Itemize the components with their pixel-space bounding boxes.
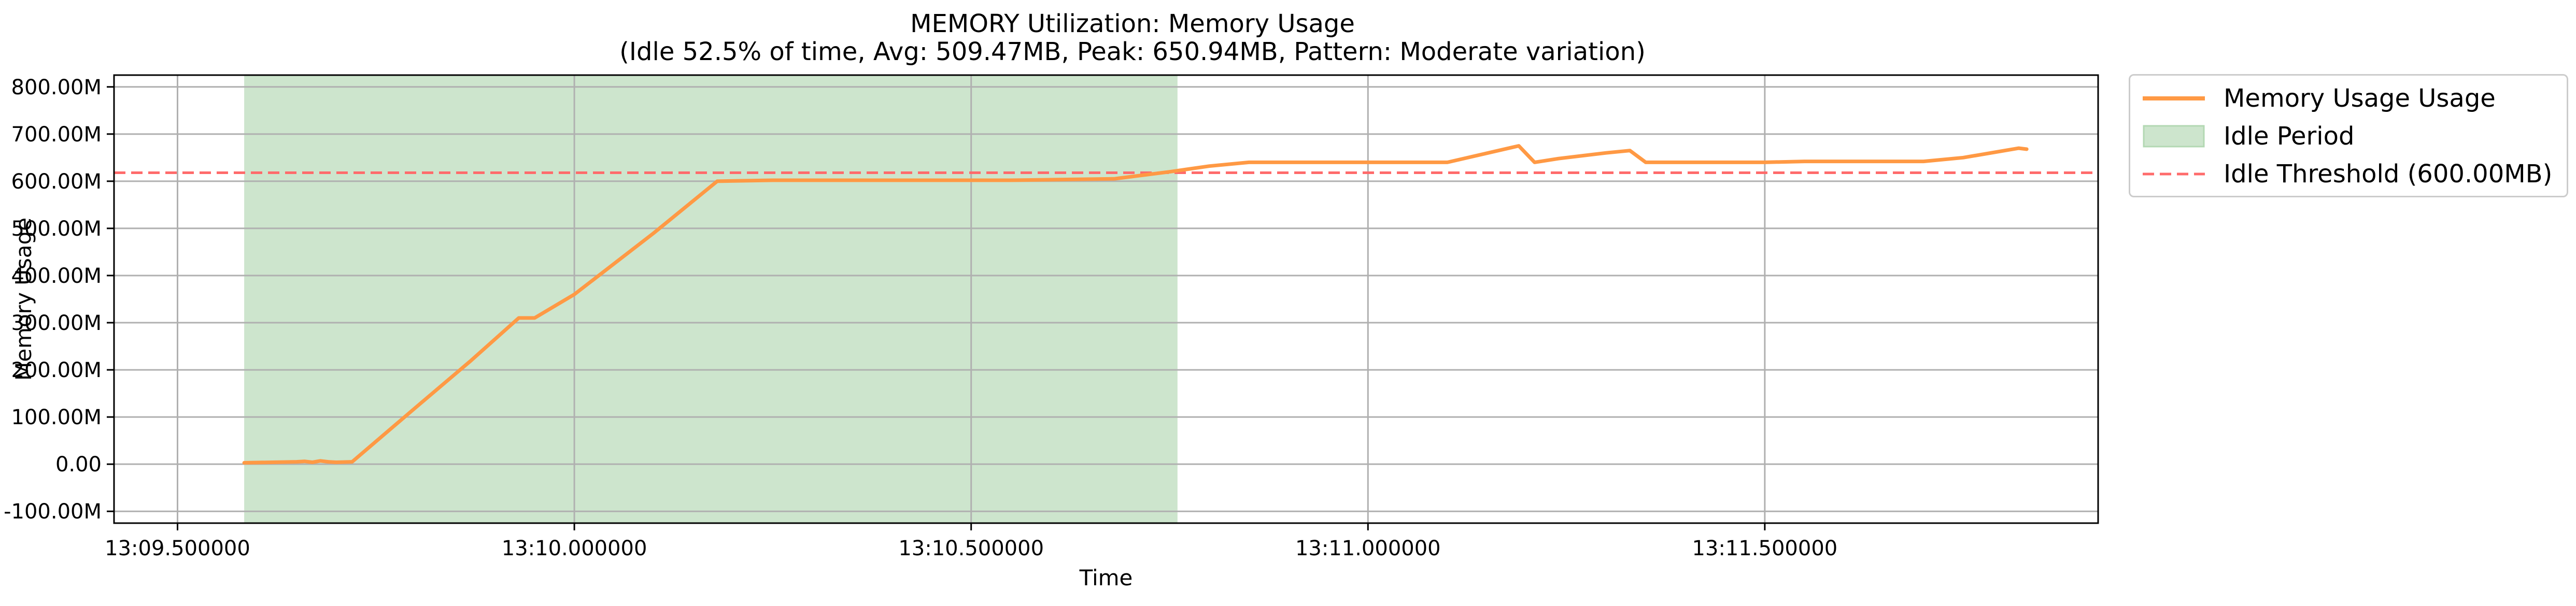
legend-item-threshold: Idle Threshold (600.00MB) [2143,158,2552,190]
legend-label-idle: Idle Period [2224,122,2355,151]
legend-label-threshold: Idle Threshold (600.00MB) [2224,160,2553,189]
x-tick-label: 13:10.500000 [898,537,1044,560]
y-tick-label: 300.00M [11,311,102,335]
y-tick-label: 800.00M [11,76,102,99]
y-tick-label: 0.00 [55,453,102,477]
axes-frame [113,74,2099,524]
x-tick-label: 13:09.500000 [105,537,250,560]
y-tick-label: 700.00M [11,123,102,147]
y-tick-label: 400.00M [11,264,102,288]
series-line-0 [242,144,2029,465]
idle-period-band [244,75,1178,523]
legend-swatch-dashed [2143,163,2205,185]
chart-subtitle: (Idle 52.5% of time, Avg: 509.47MB, Peak… [619,37,1646,66]
y-axis-label: Memory Usage [11,218,36,381]
legend-item-usage: Memory Usage Usage [2143,83,2496,114]
y-tick-label: 600.00M [11,170,102,194]
y-tick-label: 100.00M [11,406,102,429]
y-tick-label: 200.00M [11,358,102,382]
y-tick-label: 500.00M [11,217,102,241]
legend-swatch-line [2143,87,2205,110]
legend-label-usage: Memory Usage Usage [2224,84,2496,113]
chart-title: MEMORY Utilization: Memory Usage [910,9,1355,38]
y-tick-label: -100.00M [4,500,102,524]
legend-swatch-patch [2143,125,2205,148]
legend: Memory Usage Usage Idle Period Idle Thre… [2129,74,2568,197]
x-tick-label: 13:11.500000 [1692,537,1838,560]
x-axis-label: Time [1079,565,1133,590]
x-tick-label: 13:11.000000 [1295,537,1441,560]
legend-item-idle: Idle Period [2143,121,2354,152]
x-tick-label: 13:10.000000 [502,537,647,560]
